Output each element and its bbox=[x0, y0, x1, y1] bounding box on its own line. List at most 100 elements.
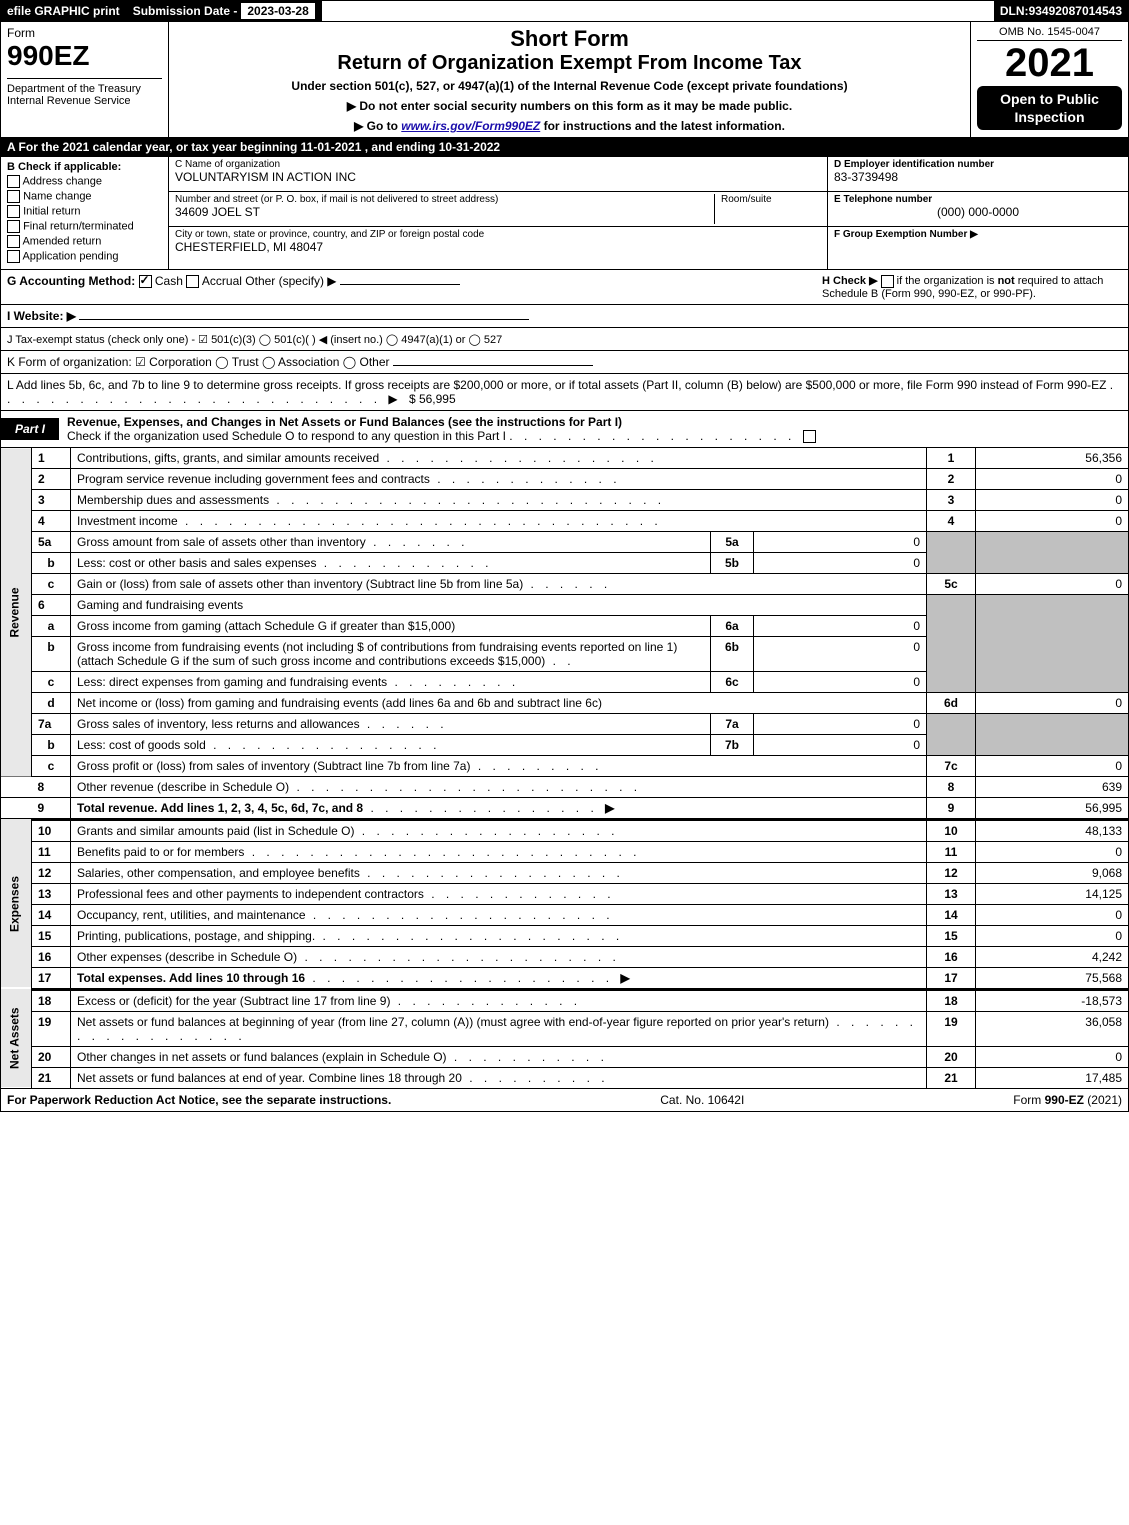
l11-desc: Benefits paid to or for members bbox=[77, 845, 244, 859]
l8-desc: Other revenue (describe in Schedule O) bbox=[77, 780, 289, 794]
l7c-num: c bbox=[32, 755, 71, 776]
footer-right-prefix: Form bbox=[1013, 1093, 1044, 1107]
l11-linenum: 11 bbox=[927, 841, 976, 862]
cb-address-change[interactable]: Address change bbox=[7, 175, 162, 188]
l20-amount: 0 bbox=[976, 1046, 1129, 1067]
l10-num: 10 bbox=[32, 819, 71, 841]
l19-num: 19 bbox=[32, 1011, 71, 1046]
l2-linenum: 2 bbox=[927, 468, 976, 489]
l6b-num: b bbox=[32, 636, 71, 671]
return-title: Return of Organization Exempt From Incom… bbox=[175, 52, 964, 75]
l17-desc: Total expenses. Add lines 10 through 16 bbox=[77, 971, 305, 985]
part1-table: Revenue 1 Contributions, gifts, grants, … bbox=[0, 448, 1129, 1089]
l6d-amount: 0 bbox=[976, 692, 1129, 713]
part1-title-text: Revenue, Expenses, and Changes in Net As… bbox=[67, 415, 622, 429]
cb-cash[interactable] bbox=[139, 275, 152, 288]
l9-linenum: 9 bbox=[927, 797, 976, 819]
submission-label: Submission Date - 2023-03-28 bbox=[127, 1, 322, 21]
l3-amount: 0 bbox=[976, 489, 1129, 510]
footer-right-bold: 990-EZ bbox=[1045, 1093, 1084, 1107]
l6b-minival: 0 bbox=[754, 636, 927, 671]
cb-application-pending[interactable]: Application pending bbox=[7, 250, 162, 263]
l8-linenum: 8 bbox=[927, 776, 976, 797]
l16-amount: 4,242 bbox=[976, 946, 1129, 967]
l3-linenum: 3 bbox=[927, 489, 976, 510]
l13-num: 13 bbox=[32, 883, 71, 904]
section-i: I Website: ▶ bbox=[0, 305, 1129, 328]
l18-linenum: 18 bbox=[927, 989, 976, 1011]
group-label: F Group Exemption Number ▶ bbox=[834, 229, 1122, 240]
l5c-amount: 0 bbox=[976, 573, 1129, 594]
cb-final-return[interactable]: Final return/terminated bbox=[7, 220, 162, 233]
l6-desc: Gaming and fundraising events bbox=[71, 594, 927, 615]
l6d-desc: Net income or (loss) from gaming and fun… bbox=[71, 692, 927, 713]
l18-num: 18 bbox=[32, 989, 71, 1011]
section-g: G Accounting Method: Cash Accrual Other … bbox=[7, 274, 822, 300]
l17-num: 17 bbox=[32, 967, 71, 989]
l20-num: 20 bbox=[32, 1046, 71, 1067]
l5c-desc: Gain or (loss) from sale of assets other… bbox=[77, 577, 523, 591]
l17-amount: 75,568 bbox=[976, 967, 1129, 989]
footer-right: Form 990-EZ (2021) bbox=[1013, 1093, 1122, 1107]
l14-desc: Occupancy, rent, utilities, and maintena… bbox=[77, 908, 306, 922]
form-number: 990EZ bbox=[7, 40, 162, 72]
l5b-num: b bbox=[32, 552, 71, 573]
l12-desc: Salaries, other compensation, and employ… bbox=[77, 866, 360, 880]
l9-arrow: ▶ bbox=[605, 801, 614, 815]
cb-name-change[interactable]: Name change bbox=[7, 190, 162, 203]
l16-num: 16 bbox=[32, 946, 71, 967]
form-header: Form 990EZ Department of the Treasury In… bbox=[0, 22, 1129, 138]
l11-amount: 0 bbox=[976, 841, 1129, 862]
l3-desc: Membership dues and assessments bbox=[77, 493, 269, 507]
department: Department of the Treasury Internal Reve… bbox=[7, 78, 162, 107]
l7c-linenum: 7c bbox=[927, 755, 976, 776]
irs-link[interactable]: www.irs.gov/Form990EZ bbox=[401, 119, 540, 133]
l6d-num: d bbox=[32, 692, 71, 713]
part1-header: Part I Revenue, Expenses, and Changes in… bbox=[0, 411, 1129, 448]
l1-num: 1 bbox=[32, 448, 71, 469]
tax-year: 2021 bbox=[977, 41, 1122, 86]
i-label: I Website: ▶ bbox=[7, 309, 76, 323]
section-b: B Check if applicable: Address change Na… bbox=[1, 157, 169, 269]
cb-amended-return[interactable]: Amended return bbox=[7, 235, 162, 248]
efile-label[interactable]: efile GRAPHIC print bbox=[1, 1, 127, 21]
cb-initial-return[interactable]: Initial return bbox=[7, 205, 162, 218]
footer-right-suffix: (2021) bbox=[1084, 1093, 1122, 1107]
open-to-public-badge: Open to Public Inspection bbox=[977, 86, 1122, 130]
l6c-mininum: 6c bbox=[711, 671, 754, 692]
l10-linenum: 10 bbox=[927, 819, 976, 841]
cb-schedule-o[interactable] bbox=[803, 430, 816, 443]
l21-num: 21 bbox=[32, 1067, 71, 1088]
l1-desc: Contributions, gifts, grants, and simila… bbox=[77, 451, 379, 465]
l6d-linenum: 6d bbox=[927, 692, 976, 713]
goto-prefix: ▶ Go to bbox=[354, 119, 401, 133]
l12-linenum: 12 bbox=[927, 862, 976, 883]
city-value: CHESTERFIELD, MI 48047 bbox=[175, 240, 821, 254]
l13-desc: Professional fees and other payments to … bbox=[77, 887, 424, 901]
ein-value: 83-3739498 bbox=[834, 170, 1122, 184]
l14-num: 14 bbox=[32, 904, 71, 925]
l6a-num: a bbox=[32, 615, 71, 636]
page-footer: For Paperwork Reduction Act Notice, see … bbox=[0, 1089, 1129, 1112]
room-label: Room/suite bbox=[721, 194, 821, 205]
l8-amount: 639 bbox=[976, 776, 1129, 797]
h-label: H Check ▶ bbox=[822, 275, 878, 287]
l2-num: 2 bbox=[32, 468, 71, 489]
cb-schedule-b[interactable] bbox=[881, 275, 894, 288]
l6-num: 6 bbox=[32, 594, 71, 615]
l6b-desc: Gross income from fundraising events (no… bbox=[77, 640, 677, 668]
l9-num: 9 bbox=[32, 797, 71, 819]
section-h: H Check ▶ if the organization is not req… bbox=[822, 274, 1122, 300]
submission-date-label: Submission Date - bbox=[133, 4, 238, 18]
l15-desc: Printing, publications, postage, and shi… bbox=[77, 929, 315, 943]
l6c-desc: Less: direct expenses from gaming and fu… bbox=[77, 675, 387, 689]
l21-desc: Net assets or fund balances at end of ye… bbox=[77, 1071, 462, 1085]
section-g-h: G Accounting Method: Cash Accrual Other … bbox=[0, 270, 1129, 305]
cash-label: Cash bbox=[155, 274, 183, 288]
cb-accrual[interactable] bbox=[186, 275, 199, 288]
section-c: C Name of organization VOLUNTARYISM IN A… bbox=[169, 157, 827, 269]
l5a-mininum: 5a bbox=[711, 531, 754, 552]
identity-block: B Check if applicable: Address change Na… bbox=[0, 157, 1129, 270]
street-label: Number and street (or P. O. box, if mail… bbox=[175, 194, 714, 205]
l17-linenum: 17 bbox=[927, 967, 976, 989]
